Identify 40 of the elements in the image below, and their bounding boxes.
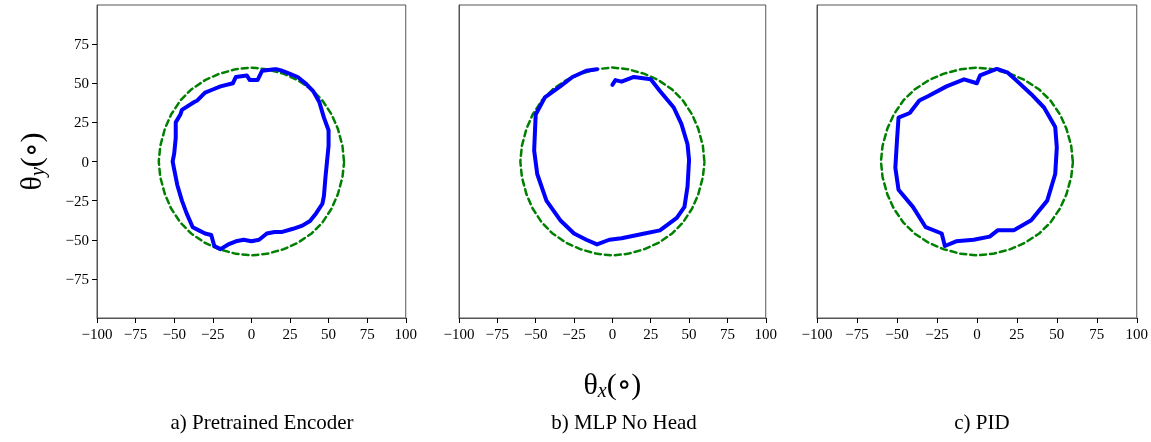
- y-tick-label: 25: [74, 114, 89, 131]
- x-tick-label: 75: [359, 325, 375, 342]
- line-series: [170, 67, 331, 252]
- y-tick-label: 0: [81, 153, 89, 170]
- y-axis-title: θy(∘): [13, 132, 49, 191]
- x-tick-label: 50: [681, 325, 697, 342]
- x-tick-label: −50: [523, 325, 548, 342]
- x-tick-label: 100: [754, 325, 777, 342]
- x-tick-label: −25: [201, 325, 225, 342]
- x-tick-label: −50: [885, 325, 909, 342]
- x-tick-label: 25: [282, 325, 298, 342]
- x-tick-label: 25: [643, 325, 659, 342]
- x-tick-label: −100: [443, 325, 475, 342]
- text: b) MLP No Head: [551, 409, 698, 434]
- y-tick-label: −50: [65, 231, 89, 248]
- x-tick-label: 75: [1089, 325, 1105, 342]
- x-tick-label: 100: [1125, 325, 1148, 342]
- x-tick-label: 25: [1009, 325, 1025, 342]
- x-tick-label: 50: [1049, 325, 1065, 342]
- y-tick-label: 75: [74, 36, 89, 53]
- y-tick-label: 50: [74, 75, 89, 92]
- x-tick-label: 100: [394, 325, 417, 342]
- x-tick-label: −75: [123, 325, 148, 342]
- line-series: [157, 66, 346, 257]
- x-tick-label: −100: [81, 325, 113, 342]
- x-tick-label: −75: [845, 325, 869, 342]
- x-tick-label: 75: [719, 325, 735, 342]
- text: c) PID: [954, 409, 1010, 434]
- y-tick-label: −25: [65, 192, 89, 209]
- y-tick-label: −75: [65, 270, 89, 287]
- x-tick-label: −50: [162, 325, 186, 342]
- x-tick-label: 0: [608, 325, 617, 342]
- x-tick-label: 50: [321, 325, 337, 342]
- x-tick-label: 0: [247, 325, 256, 342]
- x-tick-label: −100: [801, 325, 833, 342]
- text: a) Pretrained Encoder: [170, 409, 354, 434]
- x-tick-label: −25: [925, 325, 949, 342]
- x-tick-label: −25: [562, 325, 586, 342]
- x-tick-label: 0: [973, 325, 981, 342]
- x-tick-label: −75: [485, 325, 510, 342]
